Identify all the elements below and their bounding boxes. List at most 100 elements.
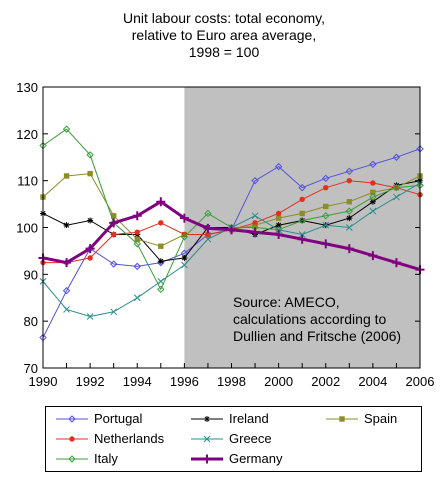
- data-point: [68, 455, 76, 463]
- data-point: [132, 211, 142, 221]
- data-point: [346, 199, 353, 205]
- data-point: [274, 162, 283, 171]
- data-point: [181, 261, 188, 269]
- data-point: [321, 239, 331, 249]
- data-point: [109, 218, 119, 228]
- data-point: [86, 313, 94, 320]
- y-tick-label: 100: [16, 221, 38, 236]
- data-point: [391, 258, 401, 268]
- legend-label: Greece: [229, 431, 272, 446]
- data-point: [158, 243, 164, 249]
- data-point: [370, 180, 376, 186]
- data-point: [63, 306, 70, 313]
- data-point: [62, 287, 71, 295]
- legend-swatch: [326, 416, 358, 422]
- data-point: [369, 160, 377, 168]
- data-point: [345, 207, 354, 215]
- legend-label: Spain: [364, 411, 398, 426]
- data-point: [346, 215, 353, 222]
- data-point: [322, 212, 330, 220]
- series-germany: [38, 197, 425, 275]
- y-tick-label: 80: [24, 314, 38, 329]
- y-tick-label: 120: [16, 127, 38, 142]
- data-point: [369, 198, 376, 205]
- data-point: [227, 225, 236, 235]
- y-tick-label: 70: [24, 361, 38, 376]
- data-point: [298, 183, 306, 192]
- data-point: [205, 231, 211, 238]
- data-point: [275, 222, 282, 229]
- data-point: [109, 260, 118, 268]
- annotation-line: Source: AMECO,: [233, 294, 340, 310]
- data-point: [87, 217, 94, 224]
- legend-label: Italy: [94, 451, 118, 466]
- data-point: [299, 210, 305, 217]
- y-tick-label: 110: [17, 174, 38, 189]
- data-point: [204, 209, 212, 218]
- data-point: [85, 244, 95, 254]
- data-point: [275, 215, 282, 221]
- data-point: [110, 308, 118, 316]
- data-point: [63, 222, 70, 229]
- data-point: [62, 125, 71, 133]
- data-point: [368, 251, 378, 261]
- data-point: [62, 258, 72, 268]
- chart-title: Unit labour costs: total economy, relati…: [0, 10, 448, 61]
- data-point: [204, 235, 212, 243]
- title-line-1: Unit labour costs: total economy,: [122, 10, 326, 26]
- data-point: [202, 454, 212, 464]
- data-point: [392, 153, 401, 161]
- title-line-2: relative to Euro area average,: [131, 27, 317, 43]
- data-point: [250, 227, 260, 237]
- data-point: [323, 184, 329, 191]
- line-chart: Source: AMECO,calculations according toD…: [16, 80, 435, 389]
- data-point: [133, 262, 141, 271]
- x-tick-label: 2000: [264, 374, 293, 389]
- y-tick-label: 90: [24, 267, 38, 282]
- data-point: [158, 220, 164, 226]
- legend-swatch: [56, 436, 88, 442]
- legend-label: Portugal: [94, 411, 143, 426]
- x-tick-label: 2004: [358, 374, 387, 389]
- legend-swatch: [191, 454, 223, 464]
- data-point: [345, 224, 353, 231]
- data-point: [344, 244, 354, 254]
- data-point: [87, 255, 93, 261]
- data-point: [251, 212, 259, 220]
- data-point: [157, 285, 165, 294]
- data-point: [298, 231, 306, 238]
- legend: Portugal Ireland Spain Netherlands Greece Ita…: [45, 406, 422, 472]
- data-point: [298, 216, 306, 225]
- data-point: [63, 173, 70, 179]
- data-point: [157, 258, 164, 265]
- data-point: [110, 231, 117, 238]
- data-point: [346, 177, 353, 184]
- legend-swatch: [56, 415, 88, 423]
- data-point: [299, 196, 305, 203]
- data-point: [204, 416, 210, 422]
- data-point: [322, 174, 330, 183]
- title-line-3: 1998 = 100: [188, 44, 260, 60]
- data-point: [203, 223, 213, 233]
- x-tick-label: 2006: [406, 374, 435, 389]
- x-tick-label: 2002: [311, 374, 340, 389]
- data-point: [157, 278, 165, 285]
- legend-label: Germany: [229, 451, 283, 466]
- data-point: [323, 203, 329, 210]
- annotation-line: Dullien and Fritsche (2006): [233, 328, 401, 344]
- x-tick-label: 1992: [76, 374, 105, 389]
- data-point: [345, 167, 354, 176]
- data-point: [251, 176, 259, 185]
- legend-swatch: [56, 455, 88, 463]
- data-point: [133, 240, 141, 248]
- data-point: [133, 294, 141, 302]
- data-point: [87, 170, 93, 177]
- annotation-line: calculations according to: [233, 311, 387, 327]
- data-point: [369, 193, 377, 201]
- legend-swatch: [191, 416, 223, 422]
- data-point: [339, 416, 345, 422]
- data-point: [203, 435, 211, 443]
- data-point: [181, 254, 188, 261]
- data-point: [322, 221, 330, 229]
- data-point: [180, 233, 189, 241]
